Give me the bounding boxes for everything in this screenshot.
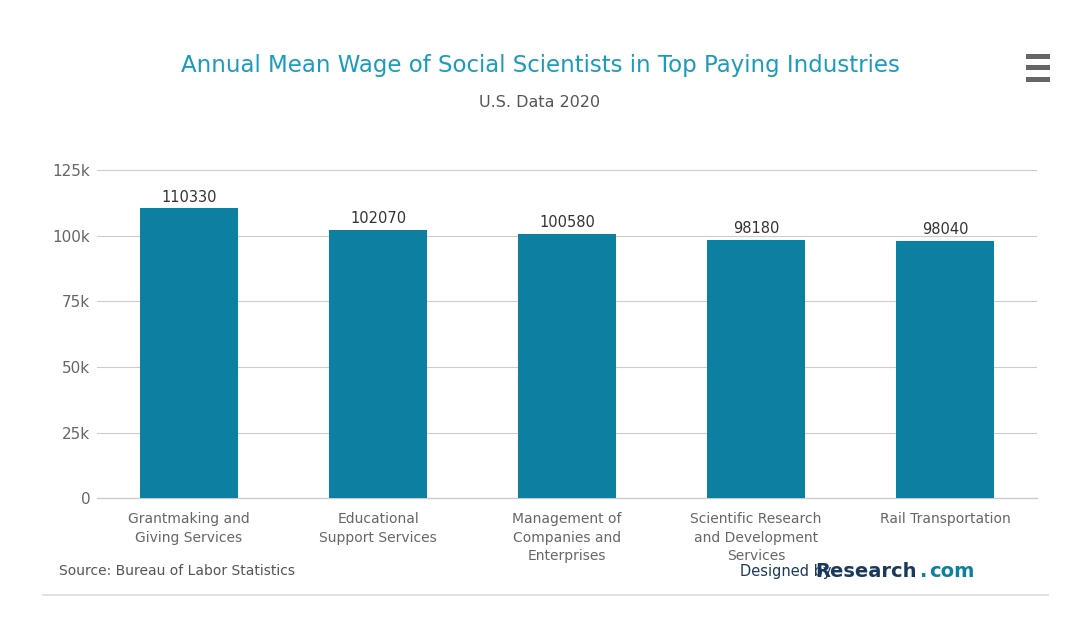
- Text: Research: Research: [815, 562, 917, 581]
- Text: 98180: 98180: [733, 221, 779, 237]
- Text: 110330: 110330: [161, 189, 217, 204]
- Text: 102070: 102070: [350, 211, 406, 226]
- Text: com: com: [929, 562, 974, 581]
- Bar: [329, 230, 428, 498]
- Text: .: .: [920, 562, 928, 581]
- Bar: [706, 240, 805, 498]
- Bar: [895, 240, 994, 498]
- Text: U.S. Data 2020: U.S. Data 2020: [480, 95, 600, 110]
- Text: 100580: 100580: [539, 215, 595, 230]
- Bar: [140, 209, 239, 498]
- Text: Designed by: Designed by: [740, 564, 836, 579]
- Text: Annual Mean Wage of Social Scientists in Top Paying Industries: Annual Mean Wage of Social Scientists in…: [180, 54, 900, 77]
- Bar: [518, 234, 616, 498]
- Text: Source: Bureau of Labor Statistics: Source: Bureau of Labor Statistics: [59, 564, 296, 578]
- Text: 98040: 98040: [921, 222, 968, 237]
